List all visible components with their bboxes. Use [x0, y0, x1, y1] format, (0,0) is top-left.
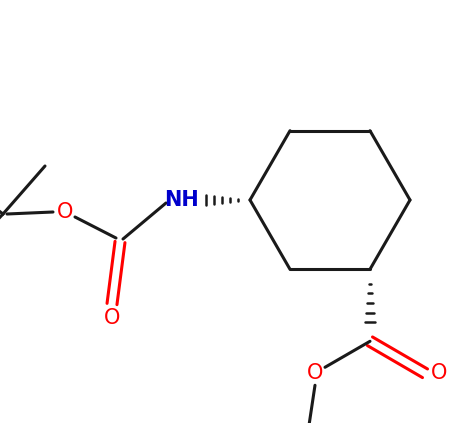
Text: O: O	[307, 363, 323, 383]
Text: NH: NH	[165, 190, 200, 210]
Text: O: O	[57, 202, 73, 222]
Text: O: O	[104, 308, 120, 328]
Text: O: O	[431, 363, 447, 383]
